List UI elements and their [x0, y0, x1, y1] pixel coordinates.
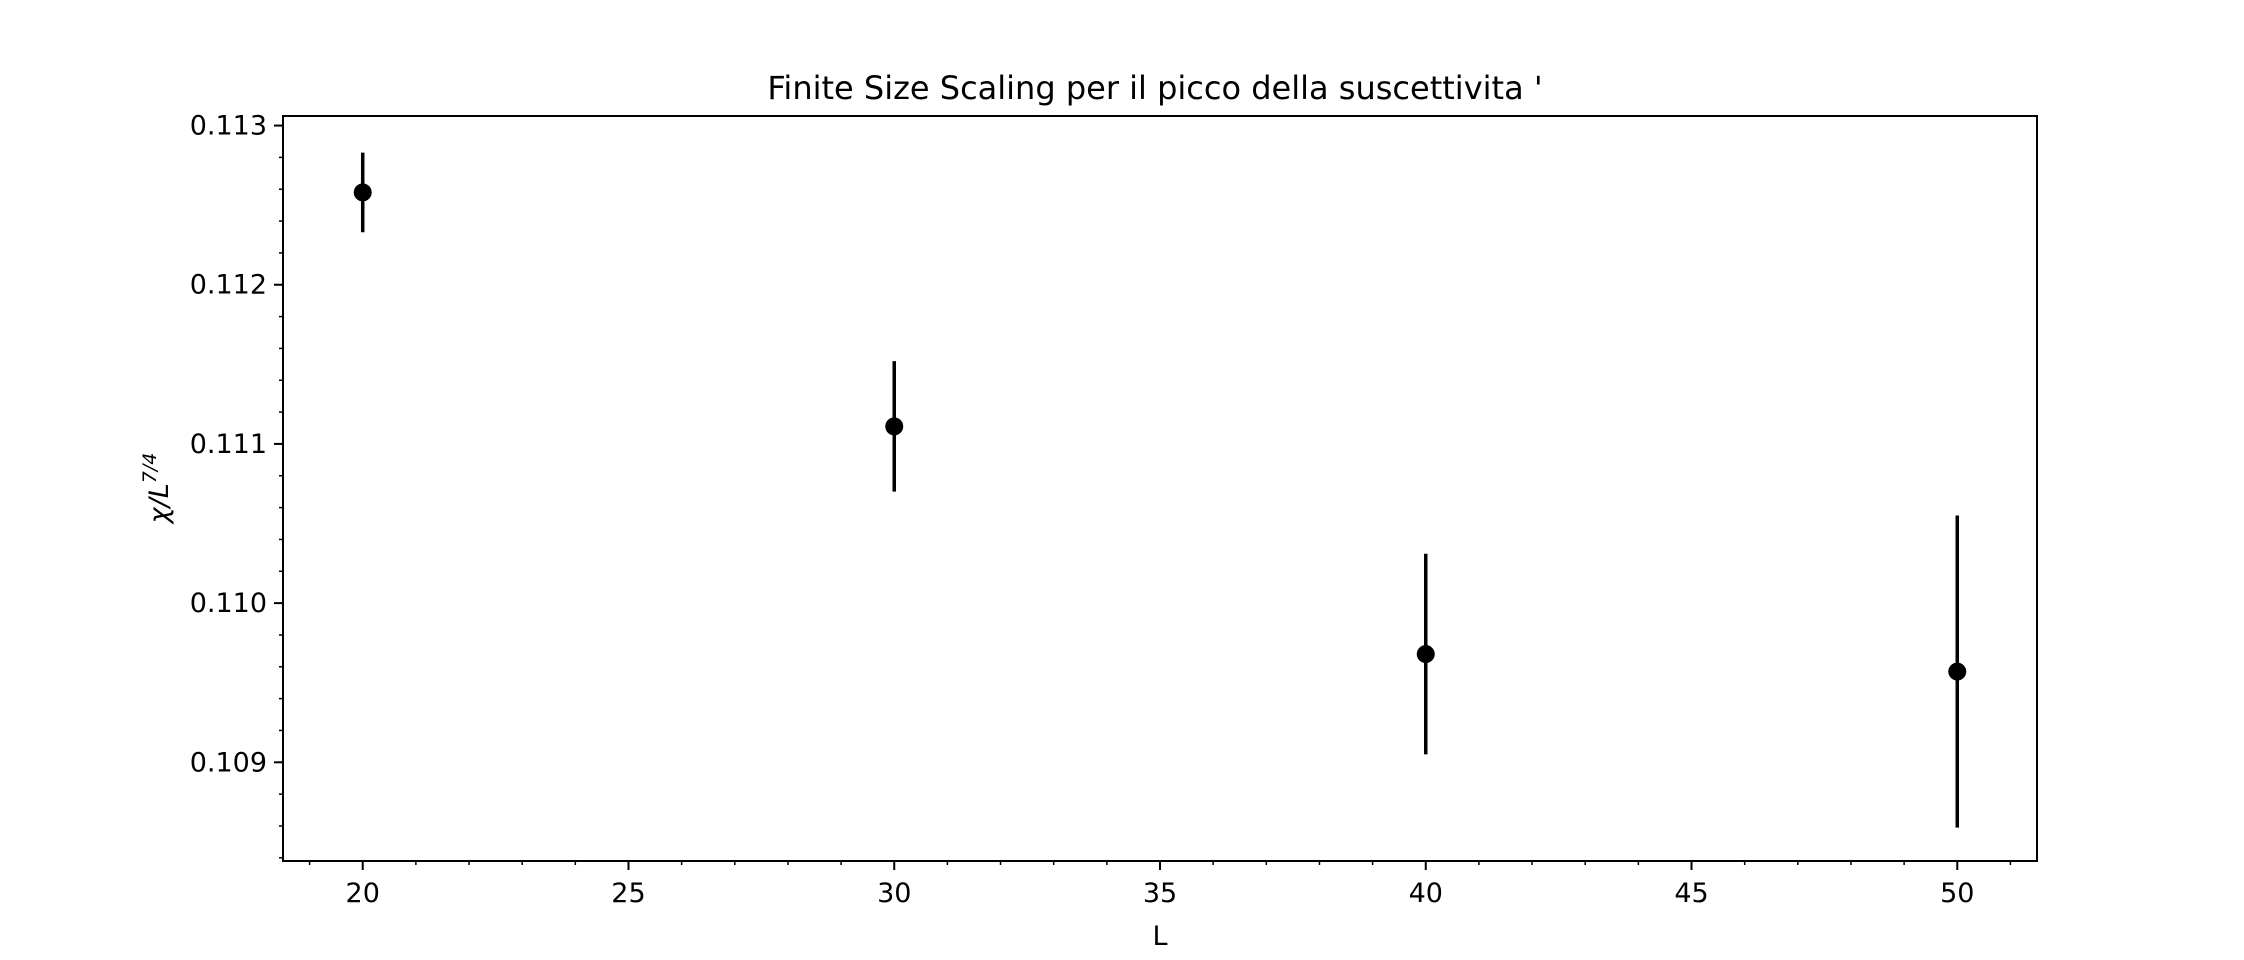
x-tick-label: 50: [1940, 878, 1974, 909]
y-tick-label: 0.109: [190, 747, 267, 778]
x-tick-label: 25: [611, 878, 645, 909]
y-axis-label-exponent: 7/4: [139, 453, 161, 484]
data-point: [1948, 662, 1967, 681]
y-tick-label: 0.110: [190, 588, 267, 619]
x-tick-label: 45: [1674, 878, 1708, 909]
data-point: [1416, 645, 1435, 664]
y-axis-label-base: χ/L: [144, 483, 175, 525]
data-point: [353, 183, 372, 202]
x-tick-label: 40: [1409, 878, 1443, 909]
y-tick-label: 0.112: [190, 270, 267, 301]
axis-ticks: 20 25 30 35 40 45 50 0.109 0.110 0.111 0.112 0.113: [190, 111, 2012, 909]
y-tick-label: 0.113: [190, 111, 267, 142]
x-tick-label: 35: [1143, 878, 1177, 909]
x-tick-label: 20: [346, 878, 380, 909]
data-series: [353, 152, 1967, 828]
y-tick-label: 0.111: [190, 429, 267, 460]
x-axis-label: L: [1152, 921, 1167, 952]
chart-title: Finite Size Scaling per il picco della s…: [767, 69, 1542, 107]
data-point: [885, 417, 904, 436]
y-axis-label: χ/L7/4: [139, 453, 175, 526]
x-tick-label: 30: [877, 878, 911, 909]
